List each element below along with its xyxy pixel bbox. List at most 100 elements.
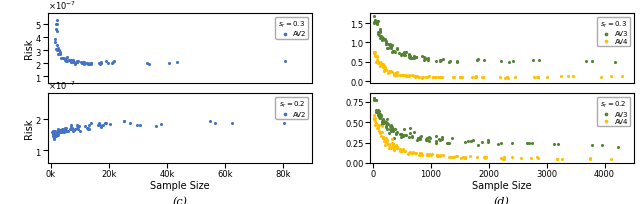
AV3 <box>413 138 424 141</box>
AV2 <box>58 57 68 60</box>
AV3 <box>377 39 387 42</box>
AV2 <box>48 133 58 136</box>
AV2 <box>51 44 61 47</box>
AV4 <box>380 68 390 71</box>
AV3 <box>401 134 412 137</box>
AV2 <box>49 133 59 137</box>
AV3 <box>587 60 597 64</box>
AV4 <box>371 59 381 63</box>
AV4 <box>465 155 476 158</box>
AV4 <box>502 76 512 79</box>
AV2 <box>49 41 60 44</box>
AV4 <box>479 156 490 159</box>
AV4 <box>480 156 490 159</box>
AV4 <box>378 135 388 139</box>
AV2 <box>65 127 76 131</box>
AV2 <box>61 60 72 63</box>
AV2 <box>105 123 115 126</box>
AV4 <box>606 158 616 161</box>
Legend: AV3, AV4: AV3, AV4 <box>597 18 630 47</box>
AV4 <box>380 136 390 140</box>
AV3 <box>369 97 380 100</box>
AV4 <box>407 74 417 77</box>
AV2 <box>51 130 61 133</box>
AV2 <box>52 130 62 134</box>
AV4 <box>410 152 420 155</box>
AV4 <box>378 66 388 69</box>
AV4 <box>418 76 428 80</box>
AV2 <box>73 60 83 63</box>
AV3 <box>419 59 429 62</box>
AV2 <box>83 127 93 131</box>
AV4 <box>376 131 387 134</box>
AV3 <box>391 132 401 135</box>
AV3 <box>383 47 394 50</box>
AV2 <box>54 131 64 134</box>
AV4 <box>421 76 431 79</box>
AV4 <box>412 75 422 79</box>
AV2 <box>95 61 106 64</box>
AV2 <box>49 133 59 136</box>
AV4 <box>478 76 488 79</box>
AV3 <box>375 113 385 116</box>
AV4 <box>389 73 399 76</box>
AV3 <box>371 99 381 102</box>
AV4 <box>429 76 440 80</box>
AV3 <box>548 143 559 146</box>
AV4 <box>371 61 381 64</box>
AV4 <box>433 76 444 79</box>
AV3 <box>507 142 517 145</box>
Text: (a): (a) <box>172 96 188 106</box>
AV4 <box>373 124 383 127</box>
AV3 <box>376 113 387 117</box>
AV4 <box>403 152 413 156</box>
AV4 <box>472 156 483 159</box>
AV2 <box>79 63 90 66</box>
AV4 <box>498 157 508 160</box>
AV3 <box>435 60 445 63</box>
AV4 <box>383 71 394 74</box>
AV3 <box>386 47 396 50</box>
AV4 <box>448 155 458 159</box>
AV2 <box>59 130 69 133</box>
AV4 <box>396 74 406 78</box>
AV4 <box>437 76 447 79</box>
AV3 <box>496 142 506 145</box>
AV3 <box>385 43 396 47</box>
AV4 <box>380 66 390 69</box>
AV2 <box>50 133 60 137</box>
AV4 <box>397 74 408 77</box>
AV4 <box>395 148 405 151</box>
AV3 <box>597 144 607 147</box>
AV3 <box>504 61 515 64</box>
AV3 <box>375 115 385 118</box>
AV2 <box>94 122 104 125</box>
AV4 <box>428 76 438 79</box>
AV2 <box>108 61 118 64</box>
AV3 <box>388 50 399 54</box>
AV3 <box>386 129 396 133</box>
AV2 <box>86 62 96 66</box>
AV3 <box>373 114 383 118</box>
AV3 <box>376 116 386 120</box>
AV3 <box>431 139 442 143</box>
AV4 <box>387 138 397 141</box>
AV4 <box>447 76 458 80</box>
AV3 <box>613 145 623 149</box>
AV2 <box>50 133 60 137</box>
AV3 <box>397 134 408 137</box>
AV3 <box>389 50 399 53</box>
AV4 <box>373 126 383 130</box>
AV4 <box>532 76 543 79</box>
AV2 <box>56 58 67 61</box>
AV4 <box>428 153 438 156</box>
AV2 <box>58 57 68 60</box>
AV2 <box>49 135 59 138</box>
AV3 <box>385 128 396 131</box>
AV4 <box>499 156 509 159</box>
AV3 <box>396 133 406 136</box>
AV3 <box>375 117 385 120</box>
Y-axis label: Risk: Risk <box>24 39 33 59</box>
AV2 <box>86 63 96 66</box>
Text: (c): (c) <box>172 196 188 204</box>
